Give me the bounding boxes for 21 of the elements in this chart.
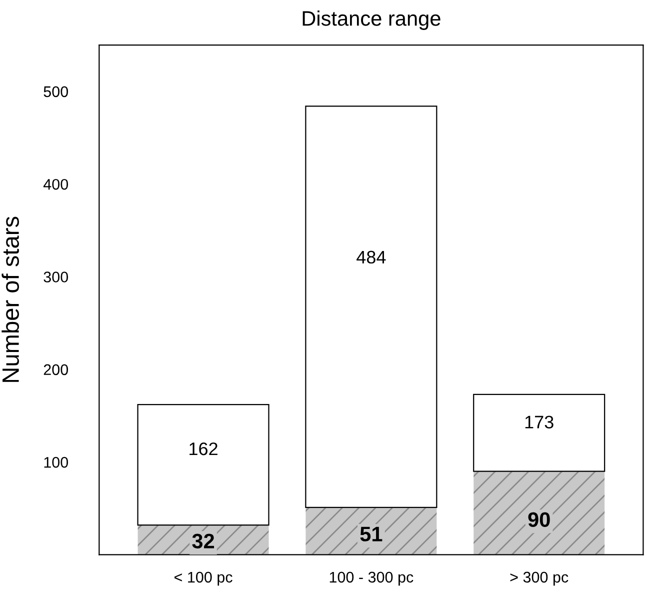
total-label: 484	[356, 250, 386, 264]
total-label: 162	[190, 442, 218, 456]
x-tick-label: < 100 pc	[174, 572, 232, 586]
x-tick-label: 100 - 300 pc	[330, 572, 414, 586]
bar	[306, 507, 437, 555]
bar	[474, 471, 605, 555]
data-label: 51	[360, 526, 382, 542]
y-tick-label: 200	[44, 364, 68, 376]
y-tick-label: 100	[44, 456, 68, 468]
total-label: 173	[525, 416, 554, 428]
y-tick-label: 500	[44, 86, 68, 98]
bar	[305, 106, 438, 508]
bar	[473, 394, 606, 472]
data-label: 90	[528, 512, 550, 527]
y-tick-label: 300	[44, 272, 68, 282]
data-label: 32	[192, 534, 214, 548]
x-tick-label: > 300 pc	[510, 572, 568, 586]
y-tick-label: 400	[43, 178, 68, 190]
bar	[137, 404, 270, 526]
chart-title: Distance range	[302, 10, 440, 30]
y-axis-title: Number of stars	[2, 216, 20, 382]
